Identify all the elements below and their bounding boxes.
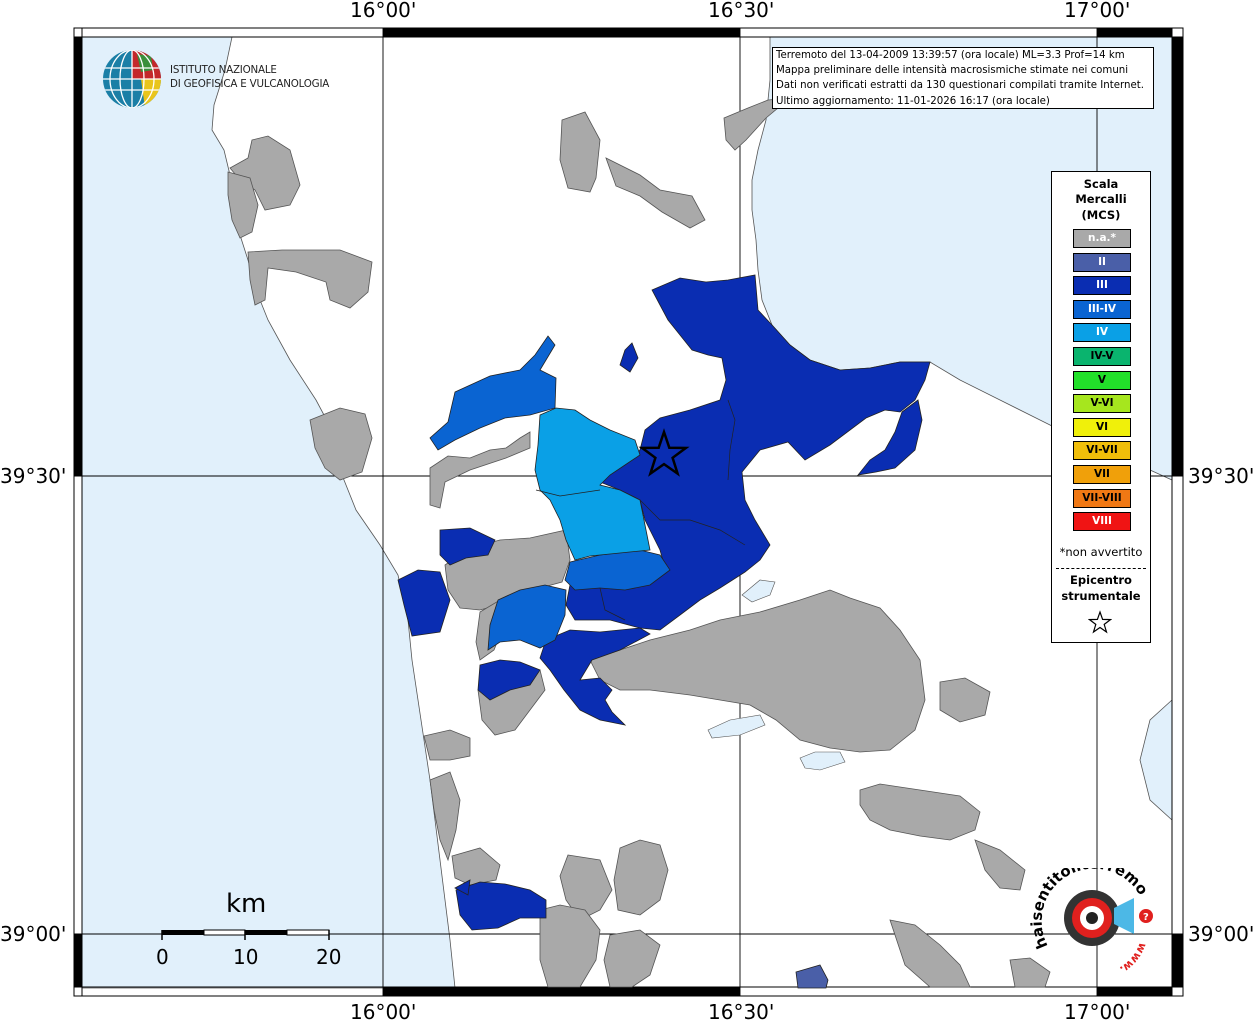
legend-item: n.a.*	[1073, 229, 1131, 248]
legend-note: *non avvertito	[1059, 545, 1143, 559]
lat-label-left: 39°30'	[0, 464, 67, 488]
legend-title-line: Mercalli	[1075, 192, 1127, 206]
megaphone-icon	[1114, 898, 1134, 934]
legend-item: VII-VIII	[1073, 488, 1131, 508]
lat-label-right: 39°30'	[1188, 464, 1254, 488]
lake	[741, 579, 776, 603]
legend-item: IV	[1073, 323, 1131, 343]
legend-item: V-VI	[1073, 394, 1131, 414]
svg-text:www.: www.	[1117, 941, 1149, 976]
haisentito-logo: ? haisentitoilterremoto.it www.	[1030, 868, 1153, 976]
legend-epicenter-line: strumentale	[1061, 589, 1141, 603]
map-frame	[73, 27, 1184, 997]
institute-name-line: DI GEOFISICA E VULCANOLOGIA	[170, 78, 330, 90]
epicenter-star	[638, 428, 690, 477]
legend-epicenter-label: Epicentro strumentale	[1052, 572, 1150, 604]
lake	[707, 714, 766, 739]
lon-label-bottom: 17°00'	[1064, 1000, 1131, 1024]
lat-label-right: 39°00'	[1188, 922, 1254, 946]
website-prefix: www.	[1117, 941, 1149, 976]
legend-item: II	[1073, 252, 1131, 272]
legend-title-line: Scala	[1083, 177, 1119, 191]
info-box: Terremoto del 13-04-2009 13:39:57 (ora l…	[772, 47, 1154, 109]
legend-item: VI	[1073, 417, 1131, 437]
lon-label-bottom: 16°00'	[350, 1000, 417, 1024]
municipalities-intensity-iii-iv	[429, 335, 671, 651]
legend-item: IV-V	[1073, 347, 1131, 366]
legend-item: V	[1073, 370, 1131, 390]
legend-item: VIII	[1073, 512, 1131, 532]
lake	[799, 751, 846, 771]
municipality-intensity-iv	[534, 407, 651, 561]
scale-tick-label: 10	[233, 945, 259, 969]
legend-item: III-IV	[1073, 299, 1131, 319]
municipalities-intensity-iii	[397, 274, 931, 931]
scale-bar	[161, 929, 330, 940]
ingv-logo: ISTITUTO NAZIONALE DI GEOFISICA E VULCAN…	[101, 48, 329, 110]
lat-label-left: 39°00'	[0, 922, 67, 946]
legend-title-line: (MCS)	[1081, 208, 1121, 222]
municipality-intensity-ii	[795, 964, 829, 989]
lon-label-bottom: 16°30'	[708, 1000, 775, 1024]
institute-name-line: ISTITUTO NAZIONALE	[170, 64, 277, 76]
legend-item: VII	[1073, 465, 1131, 484]
lon-label-top: 16°30'	[708, 0, 775, 22]
svg-text:?: ?	[1143, 912, 1149, 923]
intensity-legend: Scala Mercalli (MCS) n.a.* II III III-IV IV I…	[1051, 171, 1151, 643]
scale-tick-label: 20	[316, 945, 342, 969]
lon-label-top: 17°00'	[1064, 0, 1131, 22]
lon-label-top: 16°00'	[350, 0, 417, 22]
info-line: Dati non verificati estratti da 130 ques…	[776, 80, 1144, 92]
info-line: Terremoto del 13-04-2009 13:39:57 (ora l…	[776, 50, 1125, 61]
globe-icon	[103, 50, 161, 108]
info-line: Mappa preliminare delle intensità macros…	[776, 65, 1129, 77]
municipality-borders	[535, 399, 746, 621]
info-line: Ultimo aggiornamento: 11-01-2026 16:17 (…	[776, 95, 1050, 107]
legend-separator	[1056, 568, 1146, 569]
legend-item: VI-VII	[1073, 441, 1131, 461]
star-icon	[1088, 610, 1112, 634]
scale-tick-label: 0	[156, 945, 169, 969]
legend-epicenter-line: Epicentro	[1070, 573, 1132, 587]
municipalities-not-available	[227, 97, 1051, 988]
scale-bar-unit: km	[226, 889, 267, 919]
legend-item: III	[1073, 276, 1131, 296]
